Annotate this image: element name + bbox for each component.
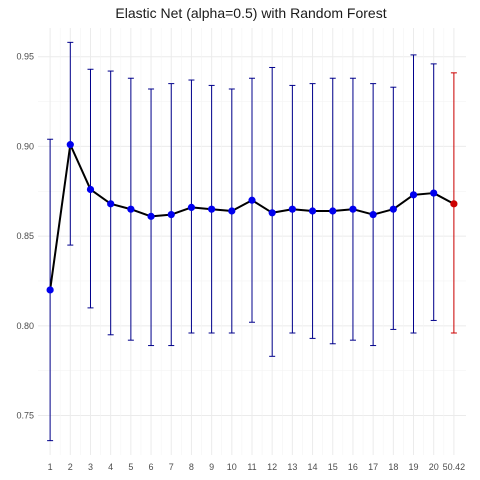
y-tick-label: 0.80 bbox=[16, 321, 34, 331]
mean-points bbox=[46, 141, 458, 294]
x-tick-label: 10 bbox=[227, 462, 237, 472]
y-tick-label: 0.85 bbox=[16, 231, 34, 241]
x-tick-label: 8 bbox=[189, 462, 194, 472]
mean-point bbox=[46, 286, 54, 294]
x-tick-label: 50.42 bbox=[443, 462, 466, 472]
mean-point bbox=[268, 209, 276, 217]
y-tick-label: 0.90 bbox=[16, 141, 34, 151]
x-tick-label: 15 bbox=[328, 462, 338, 472]
mean-point bbox=[147, 212, 155, 220]
y-tick-labels: 0.75 0.80 0.85 0.90 0.95 bbox=[16, 52, 34, 421]
x-tick-label: 19 bbox=[409, 462, 419, 472]
mean-point bbox=[409, 191, 418, 199]
x-tick-label: 5 bbox=[128, 462, 133, 472]
x-tick-labels: 1 2 3 4 5 6 7 8 9 10 11 12 13 14 15 16 17 18 19 20 50.42 bbox=[48, 462, 466, 472]
mean-point bbox=[127, 205, 135, 213]
mean-point bbox=[228, 207, 236, 215]
mean-point bbox=[248, 196, 256, 204]
mean-point bbox=[208, 205, 216, 213]
mean-point bbox=[288, 205, 296, 213]
x-tick-label: 13 bbox=[287, 462, 297, 472]
mean-point bbox=[430, 189, 438, 197]
x-tick-label: 11 bbox=[247, 462, 256, 472]
x-tick-label: 18 bbox=[388, 462, 398, 472]
x-tick-label: 16 bbox=[348, 462, 358, 472]
x-tick-label: 3 bbox=[88, 462, 93, 472]
x-tick-label: 12 bbox=[267, 462, 277, 472]
mean-point bbox=[308, 207, 317, 215]
x-tick-label: 20 bbox=[429, 462, 439, 472]
mean-point bbox=[86, 185, 95, 194]
y-tick-label: 0.95 bbox=[16, 52, 34, 62]
mean-point bbox=[389, 205, 397, 213]
highlight-point bbox=[450, 200, 458, 208]
x-tick-label: 1 bbox=[48, 462, 53, 472]
x-tick-label: 4 bbox=[108, 462, 113, 472]
mean-point bbox=[107, 200, 115, 208]
x-tick-label: 9 bbox=[209, 462, 214, 472]
chart-title: Elastic Net (alpha=0.5) with Random Fore… bbox=[115, 5, 386, 21]
mean-point bbox=[369, 210, 377, 219]
y-tick-label: 0.75 bbox=[16, 411, 34, 421]
mean-point bbox=[329, 207, 337, 215]
x-tick-label: 17 bbox=[368, 462, 378, 472]
x-tick-label: 14 bbox=[308, 462, 318, 472]
mean-point bbox=[66, 141, 74, 149]
x-tick-label: 7 bbox=[169, 462, 174, 472]
mean-point bbox=[349, 205, 357, 213]
mean-point bbox=[187, 203, 196, 212]
x-tick-label: 2 bbox=[68, 462, 73, 472]
mean-point bbox=[167, 210, 175, 219]
x-tick-label: 6 bbox=[149, 462, 154, 472]
